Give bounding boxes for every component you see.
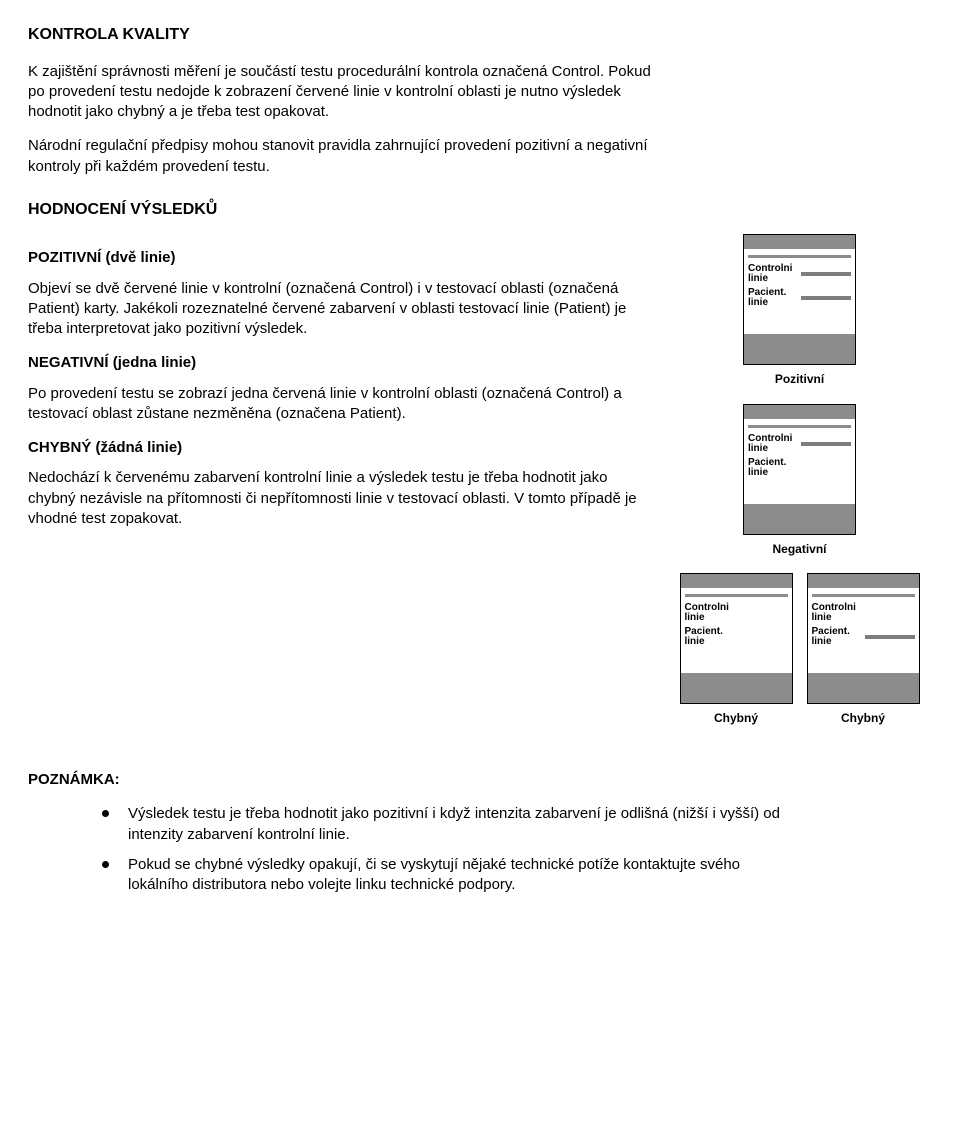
strip-invalid-a-patient-label: Pacient. linie (685, 627, 735, 647)
note-item: Výsledek testu je třeba hodnotit jako po… (98, 804, 798, 845)
section-results-title: HODNOCENÍ VÝSLEDKŮ (28, 199, 932, 221)
negative-para: Po provedení testu se zobrazí jedna červ… (28, 384, 643, 425)
strip-invalid-a-control-label: Controlni linie (685, 603, 735, 623)
invalid-heading: CHYBNÝ (žádná linie) (28, 438, 643, 458)
note-label: POZNÁMKA: (28, 770, 932, 790)
note-item: Pokud se chybné výsledky opakují, či se … (98, 855, 798, 896)
note-item-text: Výsledek testu je třeba hodnotit jako po… (128, 805, 780, 842)
strip-invalid-a: Controlni linie Pacient. linie (680, 573, 793, 704)
strip-positive-control-line (801, 272, 851, 276)
invalid-para: Nedochází k červenému zabarvení kontroln… (28, 468, 643, 529)
positive-heading: POZITIVNÍ (dvě linie) (28, 248, 643, 268)
note-item-text: Pokud se chybné výsledky opakují, či se … (128, 856, 740, 893)
strip-invalid-b-patient-line (865, 635, 915, 639)
bullet-icon (102, 810, 109, 817)
strip-positive: Controlni linie Pacient. linie (743, 234, 856, 365)
section-quality-title: KONTROLA KVALITY (28, 24, 932, 46)
note-list: Výsledek testu je třeba hodnotit jako po… (28, 804, 798, 895)
strip-negative: Controlni linie Pacient. linie (743, 404, 856, 535)
strip-negative-control-label: Controlni linie (748, 434, 798, 454)
strip-positive-patient-line (801, 296, 851, 300)
strip-positive-control-label: Controlni linie (748, 264, 798, 284)
strip-invalid-b-control-label: Controlni linie (812, 603, 862, 623)
caption-invalid-b: Chybný (841, 710, 885, 726)
caption-negative: Negativní (772, 541, 826, 557)
strip-positive-patient-label: Pacient. linie (748, 288, 798, 308)
positive-para: Objeví se dvě červené linie v kontrolní … (28, 279, 643, 340)
negative-heading: NEGATIVNÍ (jedna linie) (28, 353, 643, 373)
quality-para-1: K zajištění správnosti měření je součást… (28, 62, 668, 123)
bullet-icon (102, 861, 109, 868)
strip-negative-control-line (801, 442, 851, 446)
strip-negative-patient-label: Pacient. linie (748, 458, 798, 478)
strip-invalid-b-patient-label: Pacient. linie (812, 627, 862, 647)
strip-invalid-b: Controlni linie Pacient. linie (807, 573, 920, 704)
caption-positive: Pozitivní (775, 371, 824, 387)
quality-para-2: Národní regulační předpisy mohou stanovi… (28, 136, 668, 177)
caption-invalid-a: Chybný (714, 710, 758, 726)
